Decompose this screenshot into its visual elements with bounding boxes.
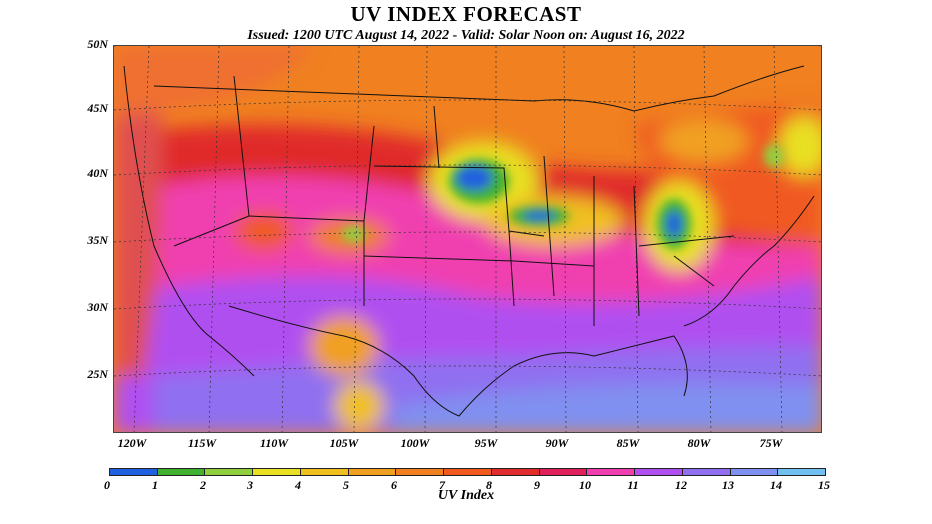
lon-label-80w: 80W [687, 436, 711, 450]
colorbar-tick: 4 [295, 478, 301, 492]
map-title: UV INDEX FORECAST [350, 2, 582, 26]
colorbar-segment [730, 469, 779, 475]
colorbar-tick: 15 [818, 478, 830, 492]
colorbar-tick: 7 [439, 478, 445, 492]
colorbar-tick: 1 [152, 478, 158, 492]
colorbar-tick: 13 [722, 478, 734, 492]
lon-label-120w: 120W [117, 436, 147, 450]
uv-low-cores [342, 144, 784, 249]
lon-label-105w: 105W [329, 436, 359, 450]
colorbar-segment [587, 469, 636, 475]
lon-label-100w: 100W [400, 436, 430, 450]
colorbar-segment [205, 469, 254, 475]
uv-index-map [113, 45, 822, 433]
colorbar-tick: 5 [343, 478, 349, 492]
lon-label-95w: 95W [474, 436, 498, 450]
colorbar-segment [778, 469, 826, 475]
boundary-lines [123, 65, 815, 417]
lat-label-50n: 50N [87, 37, 108, 51]
colorbar-tick: 9 [534, 478, 540, 492]
lat-label-35n: 35N [87, 233, 108, 247]
colorbar-segment [682, 469, 731, 475]
lat-label-25n: 25N [87, 367, 108, 381]
colorbar-tick: 14 [770, 478, 782, 492]
colorbar-tick: 8 [486, 478, 492, 492]
colorbar-tick: 12 [675, 478, 687, 492]
lat-label-40n: 40N [87, 166, 108, 180]
colorbar-segment [157, 469, 206, 475]
lat-label-30n: 30N [87, 300, 108, 314]
colorbar-segment [253, 469, 301, 475]
colorbar-tick: 0 [104, 478, 110, 492]
lat-label-45n: 45N [87, 101, 108, 115]
uv-field-svg [114, 46, 821, 432]
colorbar-tick: 6 [391, 478, 397, 492]
colorbar-tick: 3 [247, 478, 253, 492]
colorbar-segment [635, 469, 683, 475]
colorbar-tick: 10 [579, 478, 591, 492]
colorbar-segment [300, 469, 349, 475]
lon-label-85w: 85W [616, 436, 640, 450]
lon-label-75w: 75W [759, 436, 783, 450]
colorbar-segment [110, 469, 158, 475]
colorbar-tick: 2 [200, 478, 206, 492]
colorbar-segment [491, 469, 540, 475]
colorbar-segment [348, 469, 397, 475]
colorbar-tick: 11 [627, 478, 639, 492]
uv-colorbar [109, 468, 826, 476]
colorbar-segment [444, 469, 492, 475]
lon-label-115w: 115W [187, 436, 216, 450]
lon-label-90w: 90W [545, 436, 569, 450]
colorbar-segment [396, 469, 445, 475]
lon-label-110w: 110W [259, 436, 288, 450]
colorbar-label: UV Index [437, 488, 495, 503]
colorbar-segment [539, 469, 588, 475]
map-subtitle: Issued: 1200 UTC August 14, 2022 - Valid… [247, 28, 685, 43]
